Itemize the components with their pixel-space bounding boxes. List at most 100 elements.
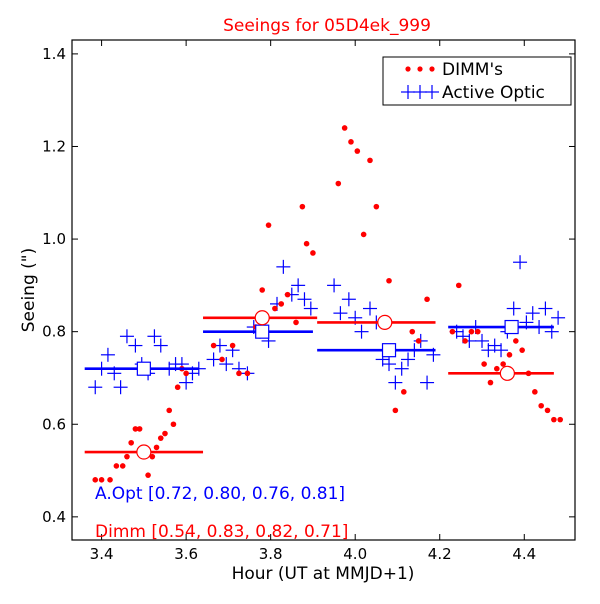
dimm-point: [92, 477, 99, 483]
legend-ao-marker: [401, 85, 439, 99]
x-tick-label: 3.8: [259, 545, 283, 563]
y-tick-label: 0.6: [42, 415, 66, 433]
ao-point: [291, 278, 306, 293]
ao-point: [362, 301, 377, 316]
dimm-point: [462, 338, 468, 344]
ao-means-annotation: A.Opt [0.72, 0.80, 0.76, 0.81]: [95, 484, 345, 504]
ao-point: [179, 375, 194, 390]
dimm-point: [284, 291, 291, 298]
ao-point: [206, 352, 221, 367]
dimm-point: [98, 477, 105, 483]
dimm-point: [236, 370, 242, 377]
x-tick-label: 4.0: [343, 545, 367, 563]
dimm-point: [149, 453, 156, 460]
ao-point: [401, 352, 416, 367]
dimm-means-annotation: Dimm [0.54, 0.83, 0.82, 0.71]: [95, 522, 348, 542]
dimm-point: [299, 203, 306, 210]
dimm-point: [278, 301, 285, 307]
dimm-point: [424, 296, 430, 303]
ao-point: [219, 357, 234, 372]
dimm-point: [119, 463, 126, 469]
dimm-point: [244, 370, 251, 377]
ao-point: [147, 329, 162, 344]
dimm-point: [136, 426, 143, 432]
dimm-point: [557, 416, 564, 423]
y-tick-label: 1.2: [42, 137, 66, 155]
ao-point: [525, 306, 540, 321]
dimm-point: [519, 347, 525, 353]
dimm-point: [409, 328, 416, 335]
ao-point: [538, 301, 553, 316]
dimm-point: [354, 148, 361, 154]
dimm-point: [157, 435, 164, 441]
ao-point: [333, 306, 348, 321]
dimm-point: [373, 203, 380, 210]
ao-point: [420, 375, 435, 390]
ao-mean-marker: [255, 324, 270, 339]
axes: 3.4 3.6 3.8 4.0 4.2 4.4 0.4 0.6 0.8 1.0 1.2 1.4: [42, 40, 575, 563]
ao-point: [513, 255, 528, 270]
dimm-point: [401, 389, 407, 395]
dimm-point: [265, 222, 272, 228]
dimm-point: [506, 352, 513, 358]
dimm-point: [474, 328, 481, 335]
dimm-point: [166, 407, 173, 414]
ao-point: [506, 301, 521, 316]
dimm-mean-marker: [377, 314, 393, 331]
ao-point: [551, 310, 566, 325]
ao-point: [119, 329, 134, 344]
x-tick-label: 4.2: [428, 545, 452, 563]
dimm-point: [272, 305, 278, 312]
dimm-point: [544, 407, 551, 414]
dimm-point: [415, 338, 422, 344]
dimm-point: [124, 453, 130, 460]
legend-dimm-label: DIMM's: [442, 60, 503, 80]
dimm-point: [128, 439, 134, 446]
dimm-point: [303, 240, 310, 247]
dimm-mean-marker: [254, 310, 270, 326]
dimm-point: [310, 250, 316, 256]
dimm-point: [107, 477, 113, 483]
dimm-point: [170, 421, 177, 428]
x-axis-label: Hour (UT at MMJD+1): [232, 564, 415, 584]
dimm-point: [293, 319, 299, 326]
y-tick-label: 0.8: [42, 323, 66, 341]
dimm-point: [183, 370, 189, 377]
plot-frame: [71, 39, 576, 541]
dimm-point: [500, 361, 506, 367]
ao-point: [354, 324, 369, 339]
dimm-point: [481, 361, 487, 367]
y-tick-label: 1.4: [42, 45, 66, 63]
ao-point: [327, 278, 342, 293]
ao-point: [475, 333, 490, 348]
ao-point: [88, 380, 103, 395]
legend-ao-label: Active Optic: [442, 83, 545, 103]
dimm-point: [348, 139, 354, 145]
dimm-point: [455, 282, 462, 289]
dimm-point: [219, 356, 225, 363]
dimm-point: [386, 277, 392, 284]
ao-point: [276, 259, 291, 274]
dimm-point: [494, 365, 500, 372]
plot-area: [84, 125, 566, 483]
dimm-point: [487, 379, 494, 386]
dimm-point: [259, 287, 266, 293]
dimm-point: [532, 389, 538, 395]
dimm-point: [153, 444, 160, 451]
legend-box: [382, 56, 572, 106]
y-axis-label: Seeing ("): [19, 248, 39, 333]
dimm-point: [392, 407, 399, 414]
dimm-point: [229, 342, 236, 349]
ao-point: [297, 292, 312, 307]
dimm-point: [174, 384, 181, 391]
legend-dimm-marker: [405, 66, 435, 72]
ao-point: [303, 301, 318, 316]
ao-point: [394, 361, 409, 376]
dimm-point: [538, 402, 544, 409]
dimm-point: [449, 328, 456, 335]
ao-point: [341, 292, 356, 307]
ao-point: [388, 375, 403, 390]
dimm-point: [335, 180, 342, 187]
dimm-point: [367, 157, 373, 164]
